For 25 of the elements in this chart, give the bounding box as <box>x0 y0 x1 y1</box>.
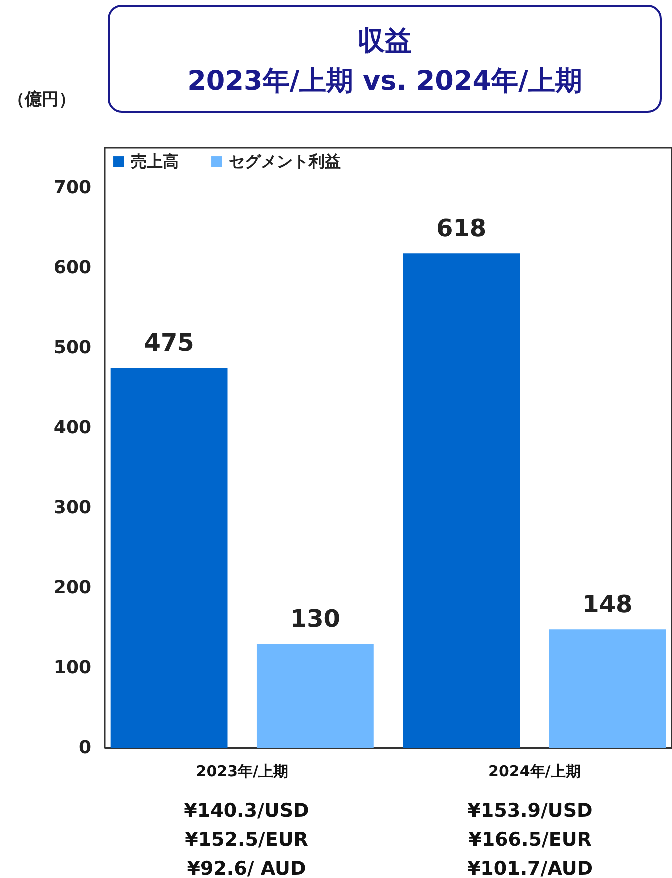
data-label: 148 <box>582 590 633 619</box>
y-tick-label: 100 <box>54 658 92 678</box>
y-tick-label: 500 <box>54 338 92 358</box>
y-tick-label: 600 <box>54 258 92 278</box>
y-tick-label: 400 <box>54 418 92 438</box>
y-tick-label: 0 <box>78 738 92 758</box>
legend-label: 売上高 <box>131 152 179 171</box>
y-tick-label: 200 <box>54 578 92 598</box>
bar <box>549 630 666 748</box>
y-axis-title: （億円） <box>8 89 76 111</box>
x-tick-label: 2024年/上期 <box>488 762 581 780</box>
bar <box>403 254 520 748</box>
bar <box>256 644 374 748</box>
data-label: 130 <box>290 605 340 633</box>
legend-label: セグメント利益 <box>229 152 341 171</box>
text: ¥140.3/USD ¥152.5/EUR ¥92.6/ AUD <box>183 799 310 878</box>
data-label: 475 <box>144 329 194 357</box>
chart-title: 収益 <box>357 25 413 59</box>
chart-subtitle: 2023年/上期 vs. 2024年/上期 <box>186 65 584 99</box>
text: ¥153.9/USD ¥166.5/EUR ¥101.7/AUD <box>466 799 594 878</box>
bar <box>110 368 228 748</box>
y-tick-label: 300 <box>54 498 92 518</box>
x-tick-label: 2023年/上期 <box>196 762 288 780</box>
y-tick-label: 700 <box>54 178 92 198</box>
data-label: 618 <box>436 214 487 243</box>
